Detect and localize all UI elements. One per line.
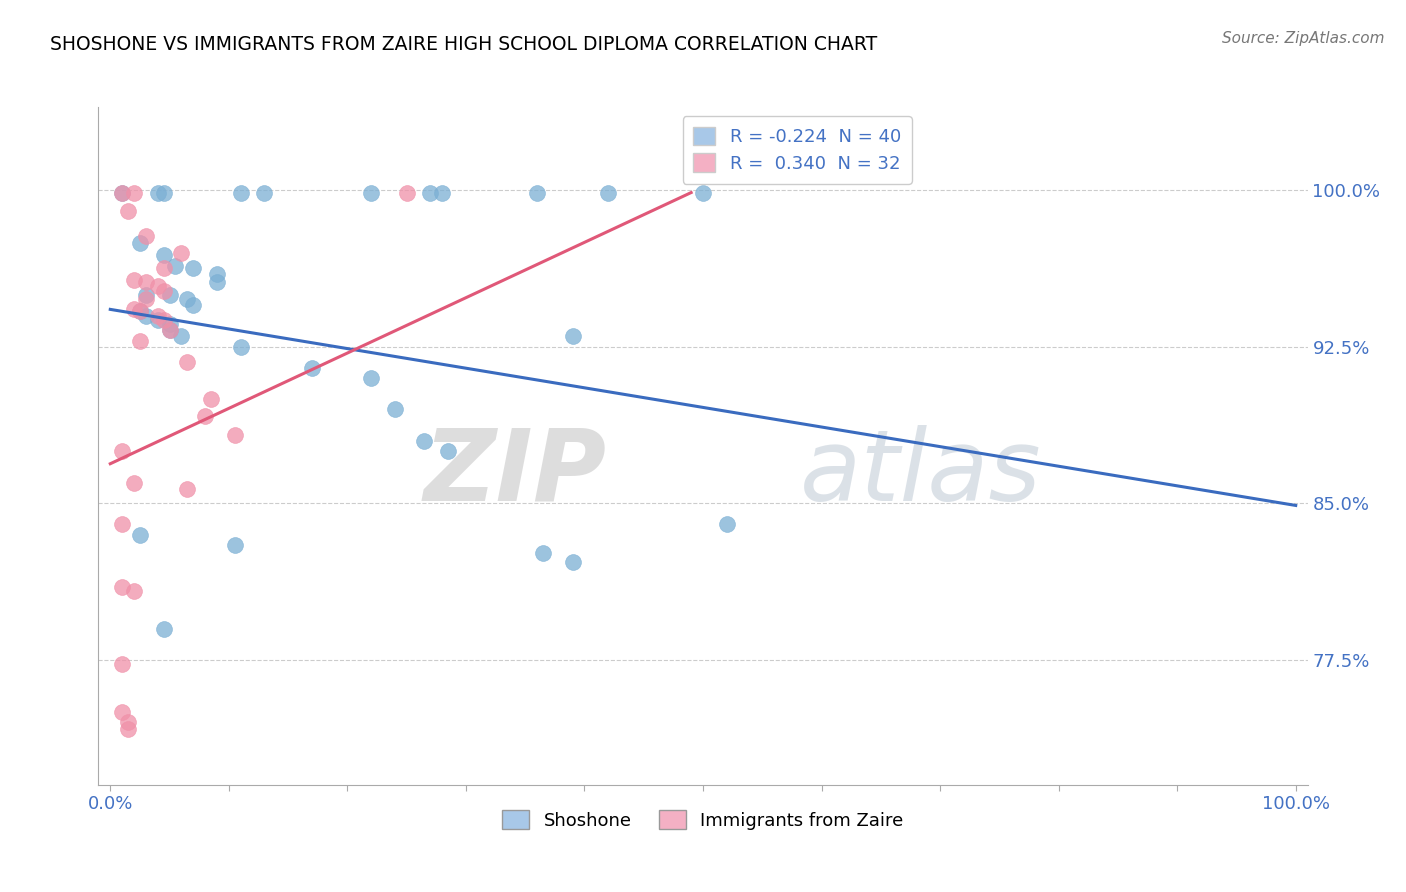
Point (111, 657, 134, 671)
Point (561, 555, 583, 569)
Point (301, 360, 323, 375)
Point (152, 313, 174, 327)
Point (122, 186, 145, 200)
Point (181, 298, 204, 312)
Point (111, 186, 134, 200)
Text: Source: ZipAtlas.com: Source: ZipAtlas.com (1222, 31, 1385, 46)
Point (146, 186, 169, 200)
Point (135, 275, 157, 289)
Point (598, 186, 620, 200)
Point (111, 186, 134, 200)
Point (152, 248, 174, 262)
Point (165, 259, 187, 273)
Point (129, 235, 152, 250)
Point (129, 334, 152, 348)
Point (181, 260, 204, 275)
Point (170, 329, 193, 343)
Point (360, 371, 382, 385)
Point (432, 186, 454, 200)
Point (194, 409, 217, 423)
Point (716, 517, 738, 532)
Point (419, 186, 441, 200)
Point (224, 427, 246, 442)
Point (159, 287, 181, 301)
Point (561, 329, 583, 343)
Point (117, 722, 139, 736)
Point (176, 292, 198, 306)
Point (135, 309, 157, 323)
Point (117, 715, 139, 730)
Point (437, 444, 460, 458)
Point (146, 309, 169, 323)
Point (152, 622, 174, 636)
Point (531, 546, 554, 560)
Point (176, 482, 198, 496)
Point (111, 580, 134, 594)
Point (111, 517, 134, 532)
Point (159, 317, 181, 331)
Point (205, 267, 228, 281)
Point (384, 402, 406, 417)
Point (200, 392, 222, 406)
Point (152, 284, 174, 298)
Point (122, 584, 145, 599)
Point (129, 527, 152, 541)
Text: ZIP: ZIP (423, 425, 606, 522)
Text: SHOSHONE VS IMMIGRANTS FROM ZAIRE HIGH SCHOOL DIPLOMA CORRELATION CHART: SHOSHONE VS IMMIGRANTS FROM ZAIRE HIGH S… (51, 35, 877, 54)
Point (122, 302, 145, 317)
Point (253, 186, 276, 200)
Point (122, 475, 145, 490)
Point (224, 538, 246, 552)
Point (135, 229, 157, 244)
Point (526, 186, 548, 200)
Point (152, 186, 174, 200)
Point (117, 204, 139, 219)
Point (176, 354, 198, 368)
Point (159, 323, 181, 337)
Point (111, 444, 134, 458)
Point (135, 287, 157, 301)
Point (205, 275, 228, 289)
Point (170, 246, 193, 260)
Point (122, 273, 145, 287)
Point (152, 260, 174, 275)
Point (146, 313, 169, 327)
Point (395, 186, 418, 200)
Point (111, 705, 134, 719)
Point (229, 340, 252, 354)
Text: atlas: atlas (800, 425, 1042, 522)
Point (692, 186, 714, 200)
Legend: Shoshone, Immigrants from Zaire: Shoshone, Immigrants from Zaire (495, 803, 911, 837)
Point (129, 304, 152, 318)
Point (159, 323, 181, 337)
Point (146, 279, 169, 293)
Point (229, 186, 252, 200)
Point (360, 186, 382, 200)
Point (129, 304, 152, 318)
Point (135, 292, 157, 306)
Point (413, 434, 436, 448)
